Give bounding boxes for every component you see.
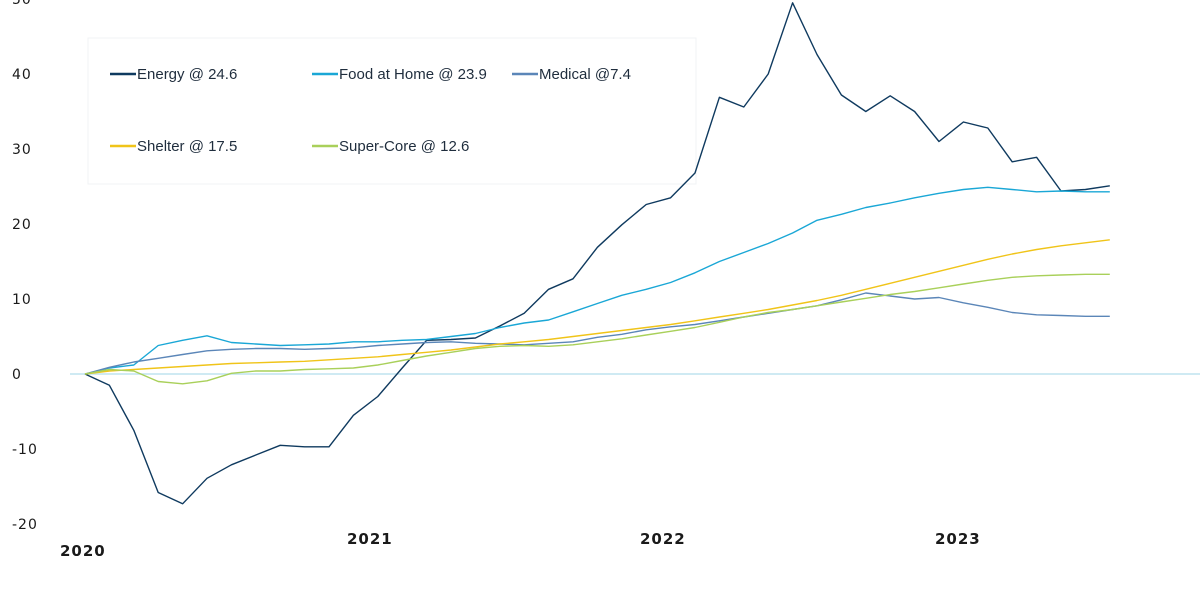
legend-background: [87, 37, 697, 185]
legend-label: Medical @7.4: [539, 66, 631, 83]
axes: 50 40 30 20 10 0 -10 -20 2020 2021 2022 2023: [12, 0, 1200, 560]
x-tick-label: 2023: [935, 530, 981, 548]
y-tick-label: 30: [12, 142, 32, 158]
y-tick-label: 40: [12, 67, 32, 83]
legend-label: Super-Core @ 12.6: [339, 138, 469, 155]
y-tick-label: -20: [12, 517, 38, 533]
legend-item-shelter-17-5: Shelter @ 17.5: [110, 138, 237, 155]
x-tick-label: 2022: [640, 530, 686, 548]
series-line-food-at-home-23-9: [84, 186, 1110, 375]
legend-item-medical-7-4: Medical @7.4: [512, 66, 631, 83]
y-tick-label: 20: [12, 217, 32, 233]
legend: Energy @ 24.6 Food at Home @ 23.9 Medical …: [110, 66, 631, 155]
legend-item-energy-24-6: Energy @ 24.6: [110, 66, 237, 83]
series-line-shelter-17-5: [84, 239, 1110, 375]
legend-label: Food at Home @ 23.9: [339, 66, 487, 83]
series-line-energy-24-6: [84, 2, 1110, 505]
legend-label: Energy @ 24.6: [137, 66, 237, 83]
x-tick-label: 2020: [60, 542, 106, 560]
legend-item-food-at-home-23-9: Food at Home @ 23.9: [312, 66, 487, 83]
legend-item-super-core-12-6: Super-Core @ 12.6: [312, 138, 469, 155]
y-tick-label: 10: [12, 292, 32, 308]
legend-box: [87, 37, 697, 185]
series-group: [84, 2, 1110, 505]
x-tick-label: 2021: [347, 530, 393, 548]
y-tick-label: 0: [12, 367, 22, 383]
legend-label: Shelter @ 17.5: [137, 138, 237, 155]
y-tick-label: 50: [12, 0, 32, 8]
series-line-medical-7-4: [84, 292, 1110, 375]
series-line-super-core-12-6: [84, 273, 1110, 385]
y-tick-label: -10: [12, 442, 38, 458]
